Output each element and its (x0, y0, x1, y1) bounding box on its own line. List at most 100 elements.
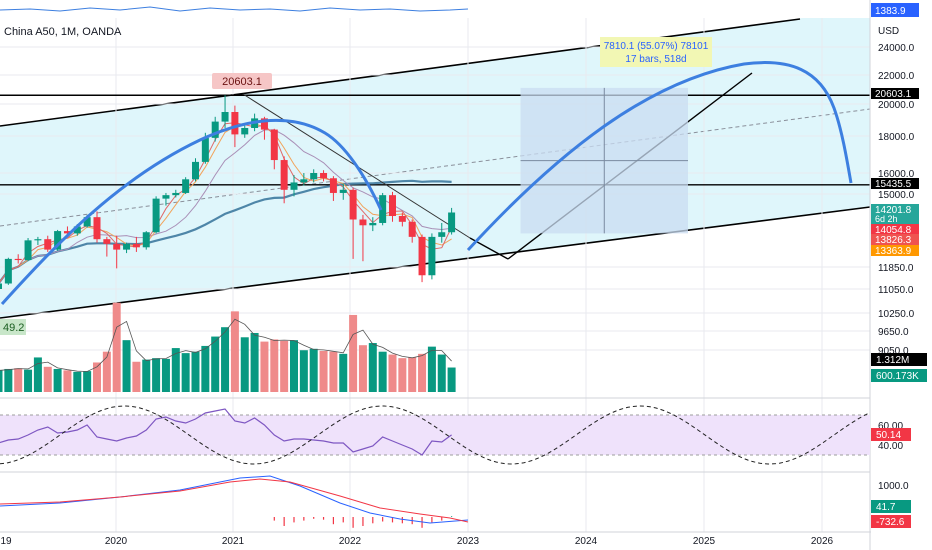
candle-body (339, 189, 347, 193)
price-badge-label: 15435.5 (875, 179, 912, 190)
macd-hist-bar (401, 517, 403, 524)
ma-short-line (0, 122, 452, 283)
candle-body (369, 222, 377, 226)
macd-hist-bar (303, 517, 305, 521)
macd-hist-bar (362, 517, 364, 526)
volume-bar (4, 368, 13, 392)
low-label: 49.2 (3, 322, 24, 334)
rsi-value-label: 50.14 (876, 430, 901, 441)
candle-body (192, 161, 199, 180)
volume-bar (240, 337, 249, 392)
macd-badge-label: 41.7 (876, 502, 896, 513)
axis-tick-label: 11850.0 (878, 263, 914, 274)
price-badge-label: 13363.9 (875, 246, 912, 257)
candle-body (0, 283, 2, 289)
axis-tick-label: 11050.0 (878, 285, 914, 296)
volume-bar (181, 353, 190, 392)
high-label-bg (212, 73, 272, 89)
volume-bar (122, 340, 131, 392)
macd-hist-bar (451, 516, 453, 517)
price-axis[interactable]: USD24000.022000.020000.018000.016000.015… (871, 0, 932, 550)
candle-body (142, 232, 150, 248)
volume-bar (24, 369, 33, 392)
macd-badge (871, 500, 911, 513)
macd-hist-bar (431, 517, 433, 523)
volume-bar (437, 354, 446, 392)
candle-body (260, 118, 268, 130)
macd-signal (0, 478, 469, 523)
volume-bar (221, 327, 230, 392)
top-strip-value: 1383.9 (875, 6, 906, 17)
price-badge-label: 14201.8 (875, 205, 912, 216)
axis-tick-label: 20000.0 (878, 100, 915, 111)
price-badge (871, 234, 919, 245)
volume-badge (871, 369, 927, 382)
channel-fill (0, 9, 870, 318)
candle-body (231, 112, 239, 135)
macd-hist-bar (273, 517, 275, 521)
candle-body (24, 240, 32, 261)
volume-bar (132, 361, 141, 392)
time-axis-label: 2024 (575, 536, 598, 547)
volume-bar (211, 336, 220, 392)
candle-body (93, 217, 101, 240)
macd-hist-bar (391, 517, 394, 523)
candle-body (379, 195, 387, 223)
volume-bar (14, 368, 23, 392)
volume-bar (398, 358, 407, 392)
volume-bar (427, 346, 436, 392)
time-axis: 19 2020 2021 2022 2023 2024 2025 2026 (0, 536, 833, 547)
volume-bar (358, 345, 367, 392)
candles (0, 95, 456, 289)
price-badge (871, 224, 919, 235)
measure-change-text: 7810.1 (55.07%) 78101 (604, 41, 709, 52)
candle-body (300, 179, 308, 183)
candle-body (34, 239, 42, 241)
volume-bar (73, 371, 82, 392)
candle-body (54, 231, 62, 250)
volume-bar (33, 357, 42, 392)
top-strip (0, 0, 870, 18)
volume-bar (191, 351, 200, 392)
volume-bar (152, 358, 161, 392)
candle-body (113, 243, 121, 250)
candle-body (290, 182, 298, 190)
candle-body (123, 243, 131, 250)
macd-hist-bar (352, 517, 354, 528)
volume-bar (378, 351, 387, 392)
channel-upper-line (0, 18, 801, 127)
candle-body (320, 173, 328, 179)
price-badge-label: 14054.8 (875, 225, 912, 236)
rsi-band (0, 415, 870, 455)
volume-bar (299, 350, 308, 392)
macd-hist-bar (441, 517, 443, 521)
volume-bar (408, 357, 417, 392)
axis-tick-label: 15000.0 (878, 190, 915, 201)
price-badge-sub: 6d 2h (875, 214, 898, 224)
volume-bar (280, 340, 289, 392)
axis-tick-label: 16000.0 (878, 169, 915, 180)
cycle-wave (0, 405, 869, 465)
candle-body (408, 221, 416, 237)
candle-body (389, 195, 396, 217)
low-label-bg (0, 319, 26, 335)
axis-tick-label: 18000.0 (878, 132, 915, 143)
macd-hist-bar (293, 517, 295, 523)
volume-bar (339, 353, 348, 392)
price-badge (871, 88, 919, 99)
volume-bar (43, 366, 52, 392)
ma-long-line (0, 179, 452, 284)
rsi-tick-label: 60.00 (878, 421, 903, 432)
arc-1 (0, 118, 383, 306)
macd-pane (0, 475, 469, 528)
candle-body (83, 217, 91, 227)
candle-body (4, 258, 12, 284)
candle-body (359, 219, 367, 226)
volume-badge-label: 1.312M (876, 355, 909, 366)
volume-bar (161, 358, 170, 392)
macd-hist-bar (342, 517, 344, 523)
rsi-pane (0, 405, 870, 465)
candle-body (221, 112, 229, 122)
candle-body (162, 195, 170, 199)
